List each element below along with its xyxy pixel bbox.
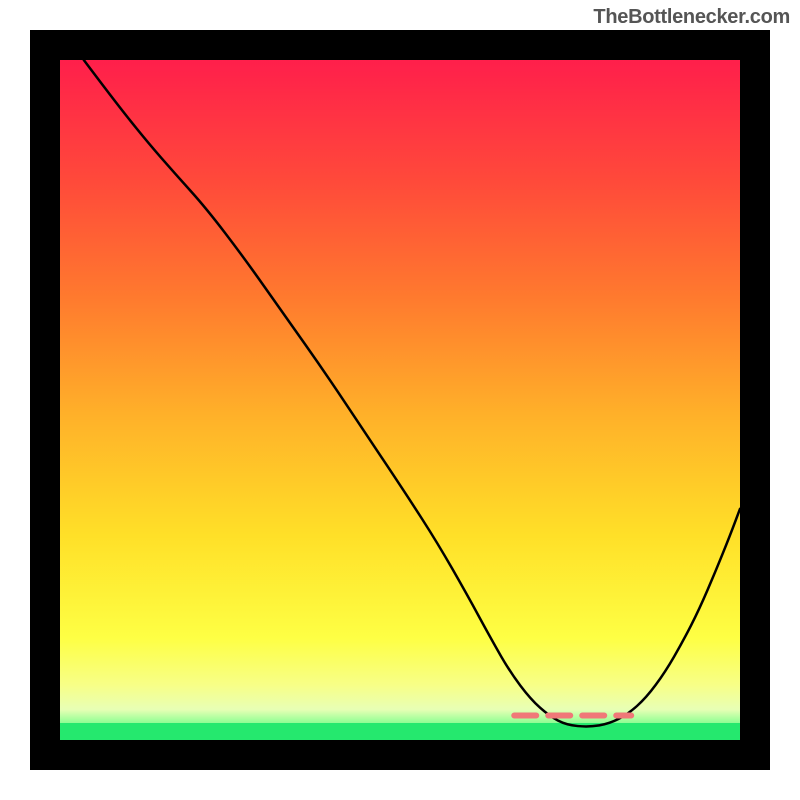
- bottleneck-curve: [84, 60, 740, 726]
- curve-layer: [60, 60, 740, 740]
- plot-area: [60, 60, 740, 740]
- plot-frame: [30, 30, 770, 770]
- watermark-text: TheBottlenecker.com: [593, 6, 790, 29]
